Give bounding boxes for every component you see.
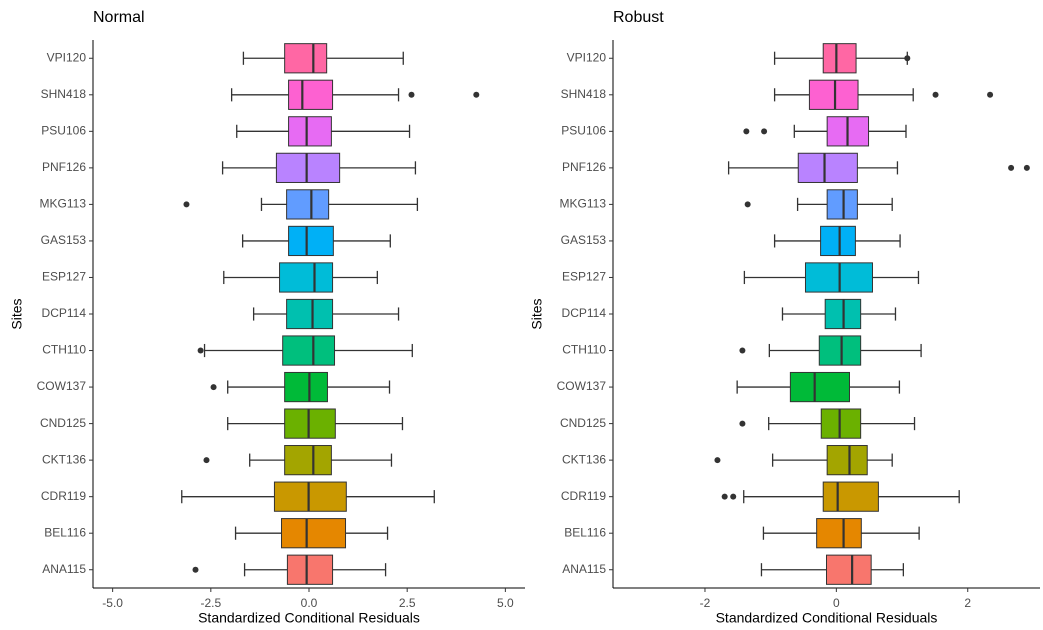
y-tick-label: GAS153: [561, 233, 607, 247]
y-tick-label: MKG113: [560, 197, 607, 211]
y-tick-label: CTH110: [42, 343, 86, 357]
x-tick-label: 0: [833, 596, 840, 610]
y-tick-label: PSU106: [41, 124, 86, 138]
box: [288, 225, 334, 257]
box: [284, 408, 336, 439]
y-tick-label: PSU106: [561, 124, 606, 138]
y-tick-label: CDR119: [41, 489, 86, 503]
outlier: [739, 420, 746, 427]
y-tick-label: CKT136: [562, 452, 606, 466]
box: [281, 518, 347, 549]
x-tick-label: 2.5: [399, 596, 416, 610]
outlier: [904, 55, 911, 62]
box: [820, 408, 862, 439]
y-tick-label: DCP114: [42, 306, 87, 320]
y-tick-label: VPI120: [47, 50, 87, 64]
box: [286, 554, 334, 585]
x-tick-label: -2: [700, 596, 711, 610]
box: [826, 554, 872, 585]
outlier: [739, 347, 746, 354]
x-tick-label: 0.0: [301, 596, 318, 610]
box: [826, 445, 868, 476]
outlier: [473, 91, 480, 98]
box: [284, 43, 328, 74]
box: [822, 481, 879, 512]
y-tick-label: GAS153: [41, 233, 87, 247]
x-tick-label: -2.5: [200, 596, 221, 610]
box: [288, 116, 332, 147]
outlier: [721, 493, 728, 500]
x-axis-title: Standardized Conditional Residuals: [198, 610, 420, 626]
box: [273, 481, 347, 512]
box: [820, 225, 856, 257]
y-tick-label: CKT136: [42, 452, 86, 466]
outlier: [730, 493, 737, 500]
y-tick-label: MKG113: [40, 197, 87, 211]
box: [286, 189, 330, 220]
y-tick-label: CDR119: [561, 489, 606, 503]
outlier: [714, 457, 721, 464]
box: [284, 371, 328, 403]
y-tick-label: SHN418: [41, 87, 87, 101]
outlier: [761, 128, 768, 135]
y-tick-label: PNF126: [562, 160, 606, 174]
y-axis-title: Sites: [529, 298, 545, 329]
y-tick-label: BEL116: [44, 525, 86, 539]
y-tick-label: CTH110: [562, 343, 606, 357]
outlier: [192, 566, 199, 573]
y-tick-label: COW137: [557, 379, 607, 393]
x-axis-title: Standardized Conditional Residuals: [716, 610, 938, 626]
box: [279, 262, 334, 293]
outlier: [932, 91, 939, 98]
outlier: [743, 128, 750, 135]
outlier: [203, 457, 210, 464]
x-tick-label: 5.0: [497, 596, 514, 610]
y-tick-label: VPI120: [567, 50, 607, 64]
outlier: [197, 347, 204, 354]
y-axis-title: Sites: [9, 298, 25, 329]
outlier: [210, 384, 217, 391]
y-tick-label: ESP127: [562, 270, 606, 284]
x-tick-label: 2: [964, 596, 971, 610]
box: [282, 335, 336, 366]
x-tick-label: -5.0: [102, 596, 123, 610]
y-tick-label: COW137: [37, 379, 87, 393]
box: [789, 371, 850, 403]
panel-title: Robust: [613, 9, 664, 26]
y-tick-label: CND125: [40, 416, 86, 430]
box: [275, 152, 341, 183]
y-tick-label: CND125: [560, 416, 606, 430]
outlier: [744, 201, 751, 208]
panel-title: Normal: [93, 9, 145, 26]
y-tick-label: SHN418: [561, 87, 607, 101]
outlier: [987, 91, 994, 98]
outlier: [1023, 164, 1030, 171]
box: [822, 43, 857, 74]
box: [816, 518, 862, 549]
box: [286, 298, 334, 330]
box: [288, 79, 334, 110]
outlier: [408, 91, 415, 98]
y-tick-label: ANA115: [562, 562, 606, 576]
box: [826, 189, 858, 220]
y-tick-label: ANA115: [42, 562, 86, 576]
y-tick-label: DCP114: [562, 306, 607, 320]
box: [797, 152, 858, 183]
box: [808, 79, 859, 110]
box: [818, 335, 862, 366]
y-tick-label: PNF126: [42, 160, 86, 174]
y-tick-label: ESP127: [42, 270, 86, 284]
box: [284, 445, 332, 476]
outlier: [1008, 164, 1015, 171]
outlier: [183, 201, 190, 208]
y-tick-label: BEL116: [564, 525, 606, 539]
